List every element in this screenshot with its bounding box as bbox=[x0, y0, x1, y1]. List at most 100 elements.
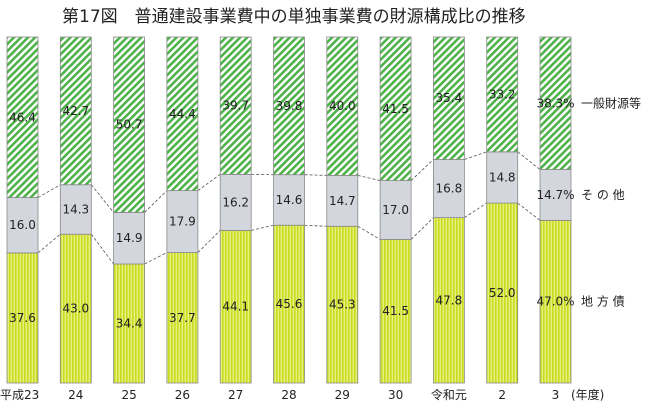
bar-segment bbox=[219, 230, 252, 384]
x-axis-ticks: 平成23 24 25 26 27 28 29 30 令和元 2 3 bbox=[0, 387, 559, 402]
bar-segment bbox=[539, 169, 572, 221]
data-label: 14.3 bbox=[62, 202, 89, 216]
chart-title: 第17図 普通建設事業費中の単独事業費の財源構成比の推移 bbox=[62, 7, 526, 27]
connector-line bbox=[197, 230, 221, 253]
connector-line bbox=[517, 202, 541, 221]
data-label: 47.0% bbox=[536, 295, 574, 309]
connector-line bbox=[464, 202, 487, 218]
connector-line bbox=[304, 224, 327, 227]
data-labels: 37.6 16.0 46.4 43.0 14.3 42.7 34.4 14.9 50.7 37.7… bbox=[9, 87, 574, 330]
data-label: 41.5 bbox=[382, 102, 409, 116]
connector-line bbox=[410, 217, 434, 240]
bar-segment bbox=[432, 159, 465, 219]
data-label: 37.7 bbox=[169, 311, 196, 325]
x-tick-label: 26 bbox=[175, 388, 190, 402]
bar-segment bbox=[379, 239, 412, 384]
data-label: 45.3 bbox=[329, 298, 356, 312]
bar-segment bbox=[113, 212, 145, 265]
connector-line bbox=[517, 151, 541, 170]
bar-segment bbox=[166, 36, 199, 192]
data-label: 44.4 bbox=[169, 107, 196, 121]
data-label: 17.0 bbox=[382, 203, 409, 217]
connector-line bbox=[357, 225, 381, 240]
bar-segment bbox=[59, 233, 92, 384]
x-tick-label: 3 bbox=[552, 388, 560, 402]
connector-line bbox=[37, 184, 61, 198]
x-tick-label: 25 bbox=[121, 388, 136, 402]
bar-segment bbox=[273, 174, 305, 226]
data-label: 14.8 bbox=[489, 170, 516, 184]
bar-segment bbox=[486, 151, 519, 204]
connector-line bbox=[37, 233, 61, 254]
x-axis-unit: (年度) bbox=[571, 387, 604, 402]
data-label: 42.7 bbox=[62, 104, 89, 118]
bar-segment bbox=[6, 36, 39, 198]
data-label: 39.7 bbox=[222, 99, 249, 113]
data-label: 50.7 bbox=[116, 118, 143, 132]
data-label: 44.1 bbox=[222, 300, 249, 314]
data-label: 39.8 bbox=[276, 99, 303, 113]
bar-segment bbox=[219, 36, 252, 175]
connector-line bbox=[410, 159, 434, 181]
legend-label: 一般財源等 bbox=[581, 95, 641, 110]
x-tick-label: 2 bbox=[498, 388, 506, 402]
data-label: 16.0 bbox=[9, 218, 36, 232]
bar-segment bbox=[326, 36, 359, 176]
data-label: 16.8 bbox=[436, 182, 463, 196]
bar-segment bbox=[379, 36, 412, 181]
x-tick-label: 平成23 bbox=[0, 388, 39, 402]
bar-segment bbox=[59, 184, 92, 235]
bar-segment bbox=[59, 36, 92, 186]
bar-segment bbox=[166, 190, 199, 253]
bar-segment bbox=[166, 252, 199, 384]
data-label: 17.9 bbox=[169, 215, 196, 229]
x-tick-label: 29 bbox=[335, 388, 350, 402]
data-label: 43.0 bbox=[62, 302, 89, 316]
x-tick-label: 24 bbox=[68, 388, 83, 402]
bar-segment bbox=[432, 217, 465, 384]
data-label: 47.8 bbox=[436, 293, 463, 307]
legend: 地 方 債 そ の 他 一般財源等 bbox=[581, 95, 641, 308]
bar-segment bbox=[539, 36, 572, 170]
bar-segment bbox=[326, 174, 359, 227]
bar-segment bbox=[539, 219, 572, 384]
data-label: 33.2 bbox=[489, 87, 516, 101]
connector-line bbox=[144, 190, 168, 213]
legend-label: そ の 他 bbox=[581, 188, 625, 202]
bar-segment bbox=[432, 36, 465, 160]
bar-segment bbox=[486, 36, 519, 153]
data-label: 14.9 bbox=[116, 231, 143, 245]
bar-segment bbox=[113, 36, 145, 213]
data-label: 16.2 bbox=[222, 195, 249, 209]
x-tick-label: 27 bbox=[228, 388, 243, 402]
connector-line bbox=[357, 175, 381, 181]
x-tick-label: 30 bbox=[388, 388, 403, 402]
connector-line bbox=[251, 224, 274, 231]
data-label: 14.6 bbox=[276, 193, 303, 207]
data-label: 40.0 bbox=[329, 99, 356, 113]
connector-line bbox=[464, 151, 487, 160]
data-label: 14.7% bbox=[536, 188, 574, 202]
connector-line bbox=[144, 252, 168, 265]
x-tick-label: 令和元 bbox=[431, 387, 467, 402]
legend-label: 地 方 債 bbox=[581, 294, 625, 309]
bar-segment bbox=[486, 202, 519, 384]
data-label: 46.4 bbox=[9, 110, 36, 124]
data-label: 41.5 bbox=[382, 304, 409, 318]
bar-segment bbox=[273, 36, 305, 176]
data-label: 37.6 bbox=[9, 311, 36, 325]
connector-line bbox=[90, 233, 114, 265]
bar-segment bbox=[273, 224, 305, 384]
bar-segment bbox=[379, 180, 412, 240]
connector-line bbox=[90, 184, 114, 213]
data-label: 45.6 bbox=[276, 297, 303, 311]
bars bbox=[6, 36, 572, 384]
connector-lines bbox=[37, 151, 541, 265]
data-label: 34.4 bbox=[116, 316, 143, 330]
data-label: 38.3% bbox=[536, 96, 574, 110]
bar-segment bbox=[6, 197, 39, 254]
data-label: 14.7 bbox=[329, 194, 356, 208]
x-tick-label: 28 bbox=[281, 388, 296, 402]
connector-line bbox=[304, 174, 327, 176]
